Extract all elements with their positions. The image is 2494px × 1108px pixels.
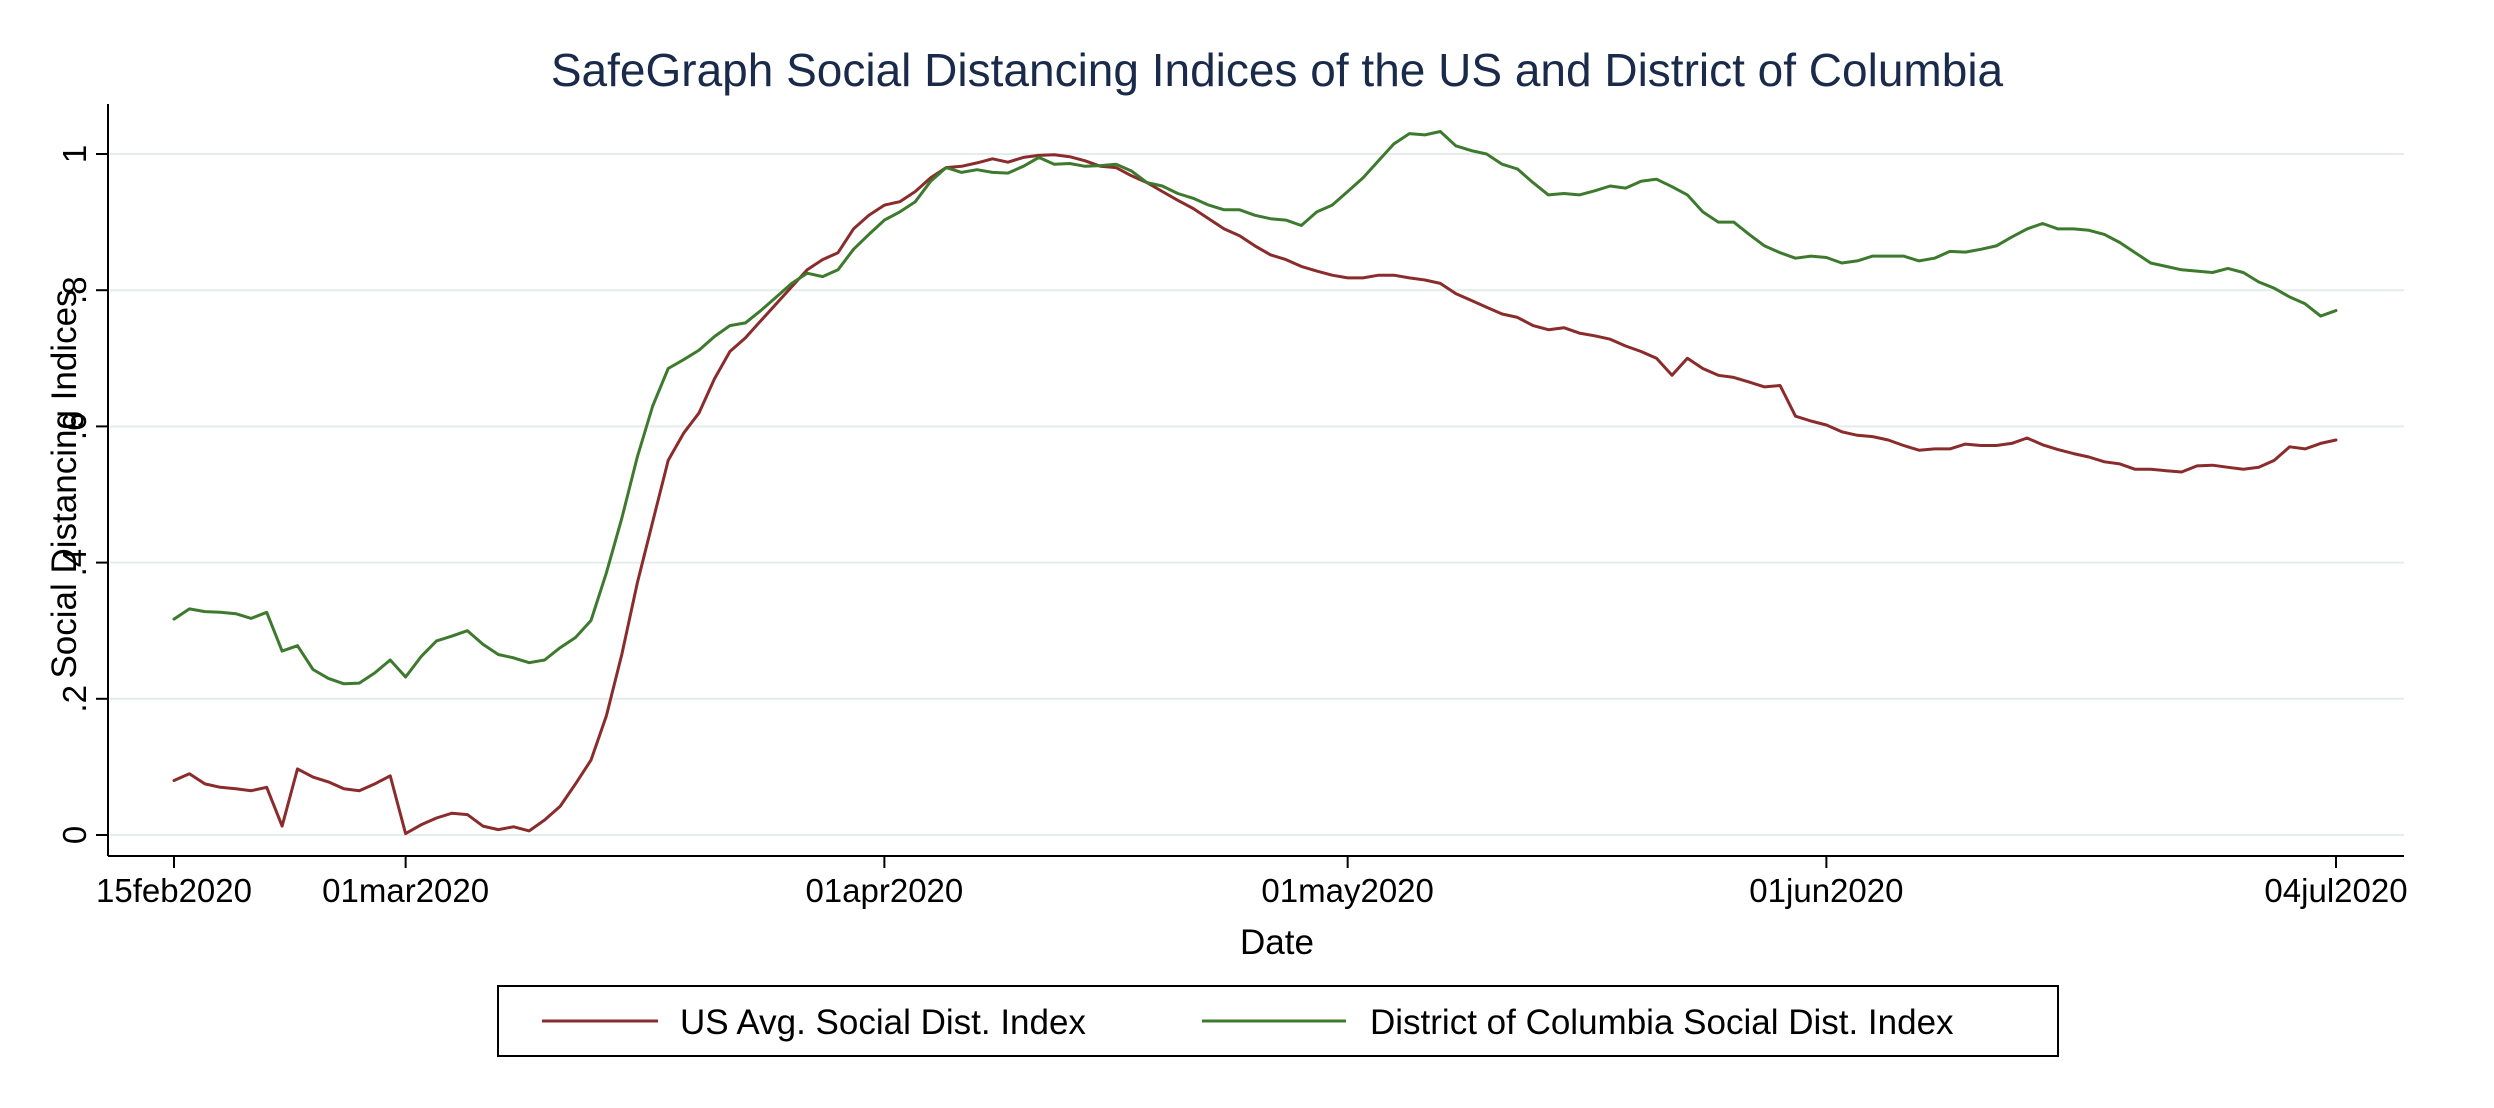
series-layer [172,130,2338,836]
x-tick-label: 01mar2020 [322,872,489,909]
axes-layer: 0 .2 .4 .6 .8 1 15feb2020 01mar2020 01apr2020 01m… [56,104,2408,909]
series-line-1 [172,130,2338,686]
legend-label-dc: District of Columbia Social Dist. Index [1370,1003,1954,1042]
grid-layer [110,153,2404,836]
legend: US Avg. Social Dist. Index District of C… [497,985,2059,1057]
x-tick-label: 01jun2020 [1749,872,1903,909]
y-tick-label: .4 [56,549,93,577]
x-tick-label: 04jul2020 [2264,872,2407,909]
y-tick-label: .2 [56,685,93,713]
x-tick-label: 01may2020 [1261,872,1433,909]
x-axis-title: Date [1240,923,1314,962]
y-axis-title: Social Distancing Indices [45,289,84,678]
y-tick-label: 0 [56,826,93,844]
series-line-0 [172,153,2338,836]
y-tick-label: 1 [56,145,93,163]
y-tick-label: .8 [56,276,93,304]
x-tick-label: 15feb2020 [96,872,252,909]
chart-title: SafeGraph Social Distancing Indices of t… [551,44,2004,96]
legend-label-us: US Avg. Social Dist. Index [680,1003,1086,1042]
x-tick-label: 01apr2020 [805,872,963,909]
y-tick-label: .6 [56,413,93,441]
